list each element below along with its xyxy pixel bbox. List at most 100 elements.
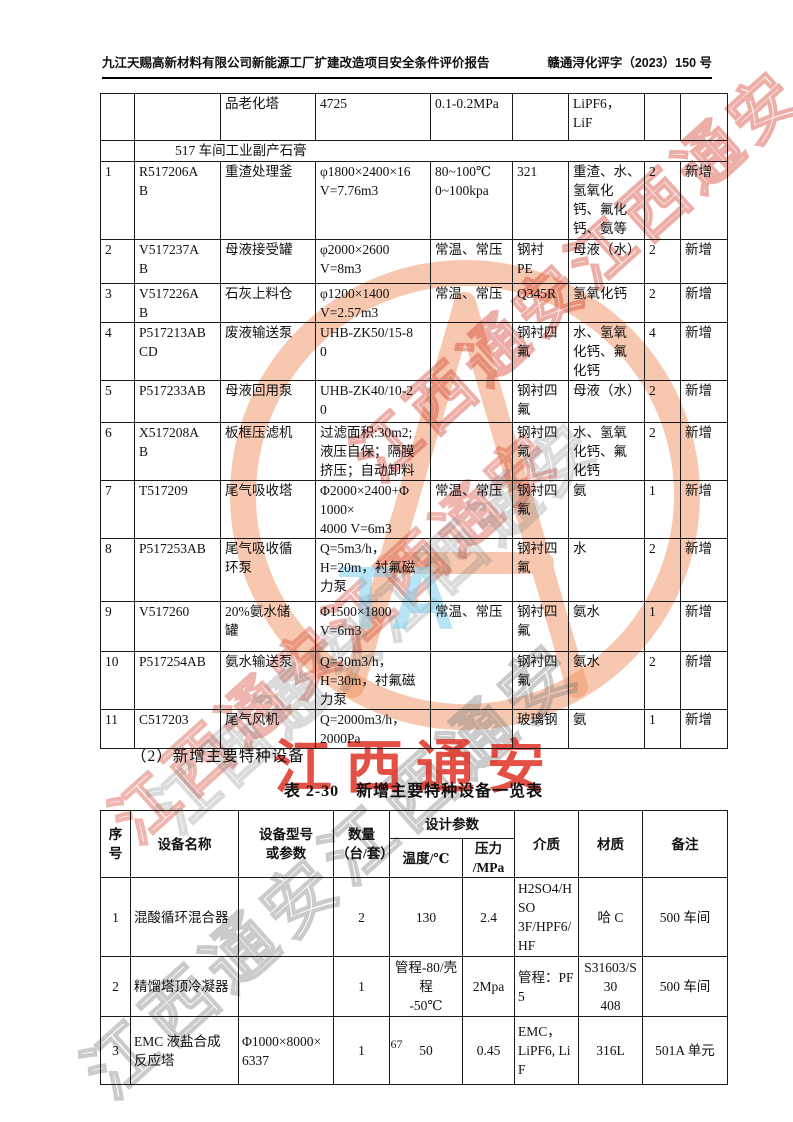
table-cell: Q345R <box>512 283 569 323</box>
table-cell <box>100 140 135 162</box>
table-cell: 新增 <box>680 161 728 240</box>
column-header: 序号 <box>100 810 131 878</box>
column-header: 压力 /MPa <box>462 838 515 878</box>
column-header: 设备名称 <box>130 810 239 878</box>
table-cell: 2 <box>644 239 681 284</box>
table-row: 10 P517254AB 氨水输送泵 Q=20m3/h， H=30m，衬氟磁 力泵 钢衬… <box>100 651 728 710</box>
equipment-list-table: 品老化塔 4725 0.1-0.2MPa LiPF6， LiF 517 车间工业副产石膏… <box>100 93 728 749</box>
header-report-title: 九江天赐高新材料有限公司新能源工厂扩建改造项目安全条件评价报告 <box>102 56 490 70</box>
table-cell: 钢衬 PE <box>512 239 569 284</box>
table-cell: 玻璃钢 <box>512 709 569 749</box>
table-cell: φ2000×2600 V=8m3 <box>315 239 431 284</box>
table-cell: 尾气风机 <box>220 709 316 749</box>
table-cell: T517209 <box>134 480 221 539</box>
table-cell <box>430 651 513 710</box>
table-cell: EMC 液盐合成 反应塔 <box>130 1016 239 1085</box>
table-cell: 2 <box>100 956 131 1017</box>
table-cell: 新增 <box>680 709 728 749</box>
table-cell: 316L <box>578 1016 643 1085</box>
table-row: 3 EMC 液盐合成 反应塔 Φ1000×8000× 6337 1 50 0.45 EMC，… <box>100 1016 728 1085</box>
table-cell <box>430 538 513 602</box>
table-cell: P517254AB <box>134 651 221 710</box>
table-cell: 过滤面积:30m2; 液压自保；隔膜 挤压；自动卸料 <box>315 422 431 481</box>
table-cell: 石灰上料仓 <box>220 283 316 323</box>
table-cell: UHB-ZK50/15-8 0 <box>315 322 431 381</box>
table-cell: 1 <box>100 877 131 957</box>
table-cell: P517213AB CD <box>134 322 221 381</box>
table-cell <box>430 380 513 423</box>
table-cell: 钢衬四 氟 <box>512 380 569 423</box>
table-cell: 母液（水） <box>568 239 645 284</box>
table-cell: 新增 <box>680 380 728 423</box>
table-cell: 1 <box>644 601 681 652</box>
table-row: 1 R517206A B 重渣处理釜 φ1800×2400×16 V=7.76m3 80… <box>100 161 728 240</box>
table-cell <box>238 877 334 957</box>
table-cell: 尾气吸收循 环泵 <box>220 538 316 602</box>
table-cell: 50 <box>389 1016 463 1085</box>
table-cell: 重渣处理釜 <box>220 161 316 240</box>
table-cell <box>512 93 569 141</box>
table-cell: 氨水 <box>568 651 645 710</box>
table-cell: 常温、常压 <box>430 283 513 323</box>
table-cell: P517233AB <box>134 380 221 423</box>
table-cell: EMC， LiPF6, LiF <box>514 1016 579 1085</box>
section-heading: （2）新增主要特种设备 <box>131 748 305 765</box>
table-cell: 5 <box>100 380 135 423</box>
table-cell: 2 <box>644 161 681 240</box>
table-cell: 4 <box>644 322 681 381</box>
table-cell: 2 <box>333 877 390 957</box>
table-cell <box>644 93 681 141</box>
column-header: 设计参数 <box>389 810 515 839</box>
table-cell: 钢衬四 氟 <box>512 601 569 652</box>
table-cell: 1 <box>100 161 135 240</box>
table-cell: 新增 <box>680 538 728 602</box>
table-cell: 哈 C <box>578 877 643 957</box>
table-cell: Q=2000m3/h， 2000Pa <box>315 709 431 749</box>
table-cell: 新增 <box>680 283 728 323</box>
table-cell: Φ1000×8000× 6337 <box>238 1016 334 1085</box>
table-cell: 501A 单元 <box>642 1016 728 1085</box>
table-cell: 517 车间工业副产石膏 <box>134 140 728 162</box>
table-cell: 钢衬四 氟 <box>512 538 569 602</box>
table-row: 6 X517208A B 板框压滤机 过滤面积:30m2; 液压自保；隔膜 挤压；自动… <box>100 422 728 481</box>
table-cell: 氨 <box>568 709 645 749</box>
table-cell: Φ2000×2400+Φ 1000× 4000 V=6m3 <box>315 480 431 539</box>
table-row: 8 P517253AB 尾气吸收循 环泵 Q=5m3/h， H=20m，衬氟磁 力泵 钢… <box>100 538 728 602</box>
table-cell: 9 <box>100 601 135 652</box>
table-cell: LiPF6， LiF <box>568 93 645 141</box>
table-cell: 2 <box>644 283 681 323</box>
table-cell: 11 <box>100 709 135 749</box>
table-cell: 水、氢氧 化钙、氟 化钙 <box>568 322 645 381</box>
table-cell: V517226A B <box>134 283 221 323</box>
table-row: 4 P517213AB CD 废液输送泵 UHB-ZK50/15-8 0 钢衬四 氟水、… <box>100 322 728 381</box>
table-cell <box>430 709 513 749</box>
table-cell: 母液回用泵 <box>220 380 316 423</box>
table-cell: 0.1-0.2MPa <box>430 93 513 141</box>
table-cell: Q=5m3/h， H=20m，衬氟磁 力泵 <box>315 538 431 602</box>
table-cell: 氨水 <box>568 601 645 652</box>
table-row: 品老化塔 4725 0.1-0.2MPa LiPF6， LiF <box>100 93 728 141</box>
table-cell: 钢衬四 氟 <box>512 322 569 381</box>
table-cell: 2Mpa <box>462 956 515 1017</box>
table-row: 517 车间工业副产石膏 <box>100 140 728 162</box>
table-cell: 3 <box>100 283 135 323</box>
table-cell: 母液接受罐 <box>220 239 316 284</box>
table-cell: 500 车间 <box>642 956 728 1017</box>
table-row: 5 P517233AB 母液回用泵 UHB-ZK40/10-2 0 钢衬四 氟母液（水）… <box>100 380 728 423</box>
column-header: 温度/℃ <box>389 838 463 878</box>
table-cell: 管程-80/壳程 -50℃ <box>389 956 463 1017</box>
table-cell: 管程：PF5 <box>514 956 579 1017</box>
table-cell: 4725 <box>315 93 431 141</box>
table-row: 9 V517260 20%氨水储 罐 Φ1500×1800 V=6m3 常温、常压 钢衬四… <box>100 601 728 652</box>
table-cell: 8 <box>100 538 135 602</box>
table-cell: 板框压滤机 <box>220 422 316 481</box>
table-cell: 2 <box>100 239 135 284</box>
table-cell: V517237A B <box>134 239 221 284</box>
table-cell: P517253AB <box>134 538 221 602</box>
table-cell: φ1200×1400 V=2.57m3 <box>315 283 431 323</box>
table-cell: 新增 <box>680 601 728 652</box>
table-cell: 2.4 <box>462 877 515 957</box>
table-row: 2 精馏塔顶冷凝器 1 管程-80/壳程 -50℃ 2Mpa 管程：PF5 S31603/S… <box>100 956 728 1017</box>
